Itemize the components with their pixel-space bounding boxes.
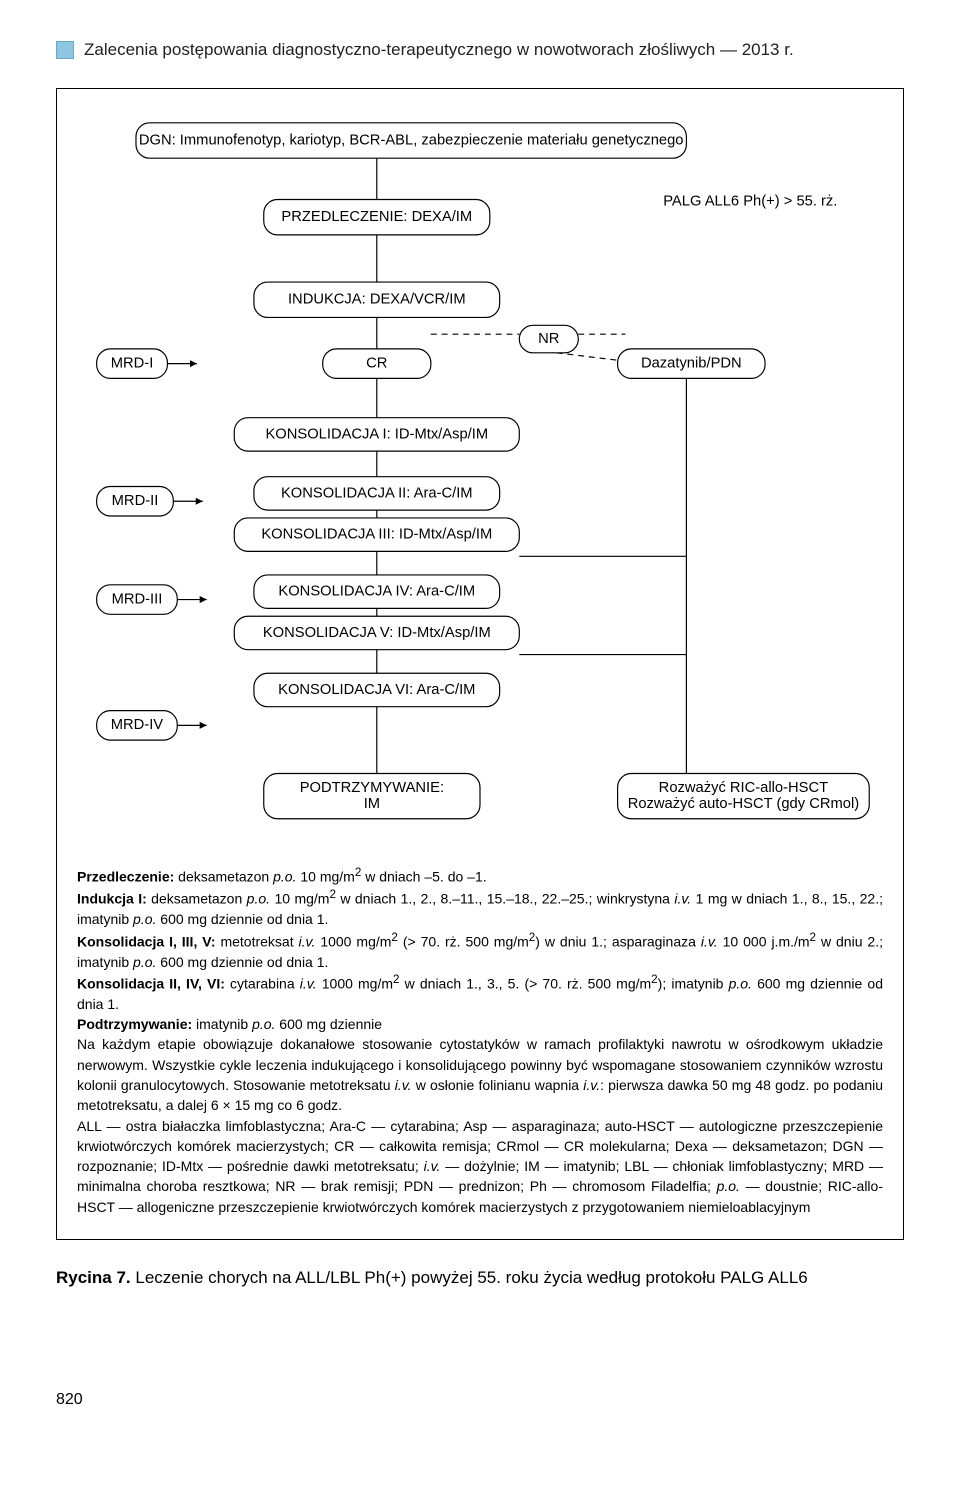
node-mrd4: MRD-IV <box>97 711 178 740</box>
header-title: Zalecenia postępowania diagnostyczno-ter… <box>84 40 794 60</box>
svg-text:PRZEDLECZENIE: DEXA/IM: PRZEDLECZENIE: DEXA/IM <box>281 209 472 225</box>
svg-text:KONSOLIDACJA VI: Ara-C/IM: KONSOLIDACJA VI: Ara-C/IM <box>278 682 475 698</box>
svg-text:KONSOLIDACJA IV: Ara-C/IM: KONSOLIDACJA IV: Ara-C/IM <box>278 584 475 600</box>
node-przed: PRZEDLECZENIE: DEXA/IM <box>264 199 490 234</box>
node-kons6: KONSOLIDACJA VI: Ara-C/IM <box>254 673 500 706</box>
svg-text:CR: CR <box>366 356 387 372</box>
page: Zalecenia postępowania diagnostyczno-ter… <box>0 0 960 1449</box>
node-kons2: KONSOLIDACJA II: Ara-C/IM <box>254 477 500 510</box>
figure-legend: Przedleczenie: deksametazon p.o. 10 mg/m… <box>77 865 883 1217</box>
svg-text:MRD-IV: MRD-IV <box>111 717 164 733</box>
figure-caption: Rycina 7. Leczenie chorych na ALL/LBL Ph… <box>56 1266 904 1291</box>
svg-text:KONSOLIDACJA I: ID-Mtx/Asp/IM: KONSOLIDACJA I: ID-Mtx/Asp/IM <box>265 426 488 442</box>
node-indukcja: INDUKCJA: DEXA/VCR/IM <box>254 282 500 317</box>
svg-text:Dazatynib/PDN: Dazatynib/PDN <box>641 356 742 372</box>
svg-text:PALG ALL6 Ph(+) > 55. rż.: PALG ALL6 Ph(+) > 55. rż. <box>663 193 837 209</box>
node-kons5: KONSOLIDACJA V: ID-Mtx/Asp/IM <box>234 616 519 649</box>
node-kons4: KONSOLIDACJA IV: Ara-C/IM <box>254 575 500 608</box>
svg-text:KONSOLIDACJA II: Ara-C/IM: KONSOLIDACJA II: Ara-C/IM <box>281 485 473 501</box>
svg-text:MRD-I: MRD-I <box>111 356 154 372</box>
svg-text:Rozważyć RIC-allo-HSCT: Rozważyć RIC-allo-HSCT <box>659 780 828 796</box>
node-kons1: KONSOLIDACJA I: ID-Mtx/Asp/IM <box>234 418 519 451</box>
node-dgn: DGN: Immunofenotyp, kariotyp, BCR-ABL, z… <box>136 123 686 158</box>
node-podtrz: PODTRZYMYWANIE:IM <box>264 774 480 819</box>
page-header: Zalecenia postępowania diagnostyczno-ter… <box>56 40 904 60</box>
node-palg: PALG ALL6 Ph(+) > 55. rż. <box>663 193 837 209</box>
node-mrd3: MRD-III <box>97 585 178 614</box>
svg-text:MRD-II: MRD-II <box>112 493 159 509</box>
svg-text:PODTRZYMYWANIE:: PODTRZYMYWANIE: <box>300 780 444 796</box>
figure-frame: DGN: Immunofenotyp, kariotyp, BCR-ABL, z… <box>56 88 904 1240</box>
page-number: 820 <box>56 1391 904 1409</box>
svg-text:INDUKCJA: DEXA/VCR/IM: INDUKCJA: DEXA/VCR/IM <box>288 292 466 308</box>
svg-text:MRD-III: MRD-III <box>112 591 163 607</box>
svg-text:IM: IM <box>364 796 380 812</box>
node-kons3: KONSOLIDACJA III: ID-Mtx/Asp/IM <box>234 518 519 551</box>
flowchart-diagram: DGN: Immunofenotyp, kariotyp, BCR-ABL, z… <box>77 113 883 840</box>
node-dazat: Dazatynib/PDN <box>618 349 765 378</box>
header-square-icon <box>56 41 74 59</box>
svg-text:KONSOLIDACJA V: ID-Mtx/Asp/IM: KONSOLIDACJA V: ID-Mtx/Asp/IM <box>263 625 491 641</box>
node-cr: CR <box>323 349 431 378</box>
svg-text:DGN: Immunofenotyp, kariotyp,: DGN: Immunofenotyp, kariotyp, BCR-ABL, z… <box>139 132 684 148</box>
caption-label: Rycina 7. <box>56 1268 131 1287</box>
caption-text: Leczenie chorych na ALL/LBL Ph(+) powyże… <box>131 1268 808 1287</box>
svg-text:NR: NR <box>538 331 559 347</box>
node-rozwazyc: Rozważyć RIC-allo-HSCTRozważyć auto-HSCT… <box>618 774 870 819</box>
node-nr: NR <box>519 325 578 353</box>
svg-text:KONSOLIDACJA III: ID-Mtx/Asp/I: KONSOLIDACJA III: ID-Mtx/Asp/IM <box>261 527 492 543</box>
node-mrd2: MRD-II <box>97 487 174 516</box>
node-mrd1: MRD-I <box>97 349 168 378</box>
svg-text:Rozważyć auto-HSCT (gdy CRmol): Rozważyć auto-HSCT (gdy CRmol) <box>628 796 859 812</box>
